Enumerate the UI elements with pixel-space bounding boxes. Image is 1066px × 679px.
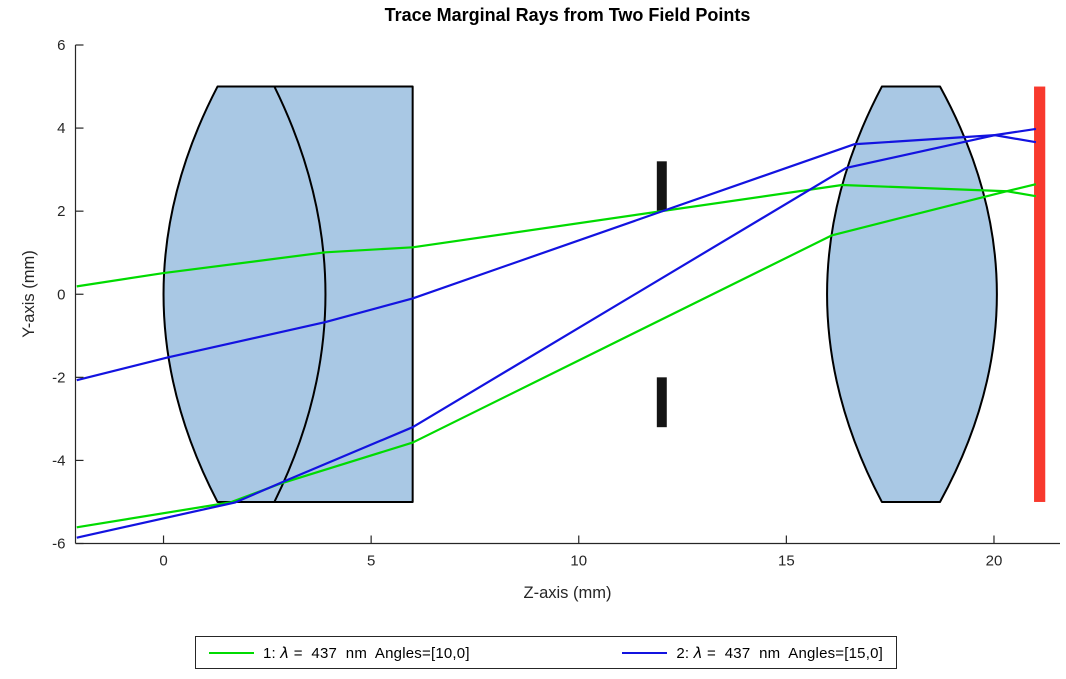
- legend-line-sample-green: [209, 651, 254, 654]
- aperture-stop-upper: [656, 161, 667, 212]
- lens2-biconvex: [826, 85, 998, 503]
- legend-entry-field2: 2: λ = 437 nm Angles=[15,0]: [622, 644, 883, 662]
- image-plane: [1034, 86, 1046, 502]
- y-tick-label: 6: [57, 37, 65, 54]
- x-tick-label: 5: [367, 553, 375, 570]
- y-axis-label: Y-axis (mm): [20, 250, 38, 338]
- legend: 1: λ = 437 nm Angles=[10,0] 2: λ = 437 n…: [195, 636, 897, 669]
- x-axis-label: Z-axis (mm): [523, 584, 612, 602]
- lens1-doublet: [162, 85, 414, 503]
- y-tick-label: -4: [52, 452, 65, 469]
- plot-title: Trace Marginal Rays from Two Field Point…: [384, 5, 751, 25]
- y-tick-label: 2: [57, 203, 65, 220]
- y-tick-label: 0: [57, 286, 65, 303]
- aperture-stop-lower: [656, 377, 667, 428]
- legend-label-field2: 2: λ = 437 nm Angles=[15,0]: [676, 643, 883, 662]
- x-tick-label: 10: [570, 553, 587, 570]
- legend-label-field1: 1: λ = 437 nm Angles=[10,0]: [263, 643, 470, 662]
- x-tick-label: 20: [986, 553, 1003, 570]
- y-tick-label: 4: [57, 120, 65, 137]
- legend-line-sample-blue: [622, 651, 668, 654]
- x-tick-label: 0: [159, 553, 167, 570]
- ray-field2-lower-marginal: [76, 127, 1037, 539]
- legend-entry-field1: 1: λ = 437 nm Angles=[10,0]: [209, 644, 470, 662]
- y-tick-label: -2: [52, 369, 65, 386]
- x-tick-label: 15: [778, 553, 795, 570]
- lens1-cemented-surface: [273, 86, 327, 503]
- y-tick-label: -6: [52, 536, 65, 553]
